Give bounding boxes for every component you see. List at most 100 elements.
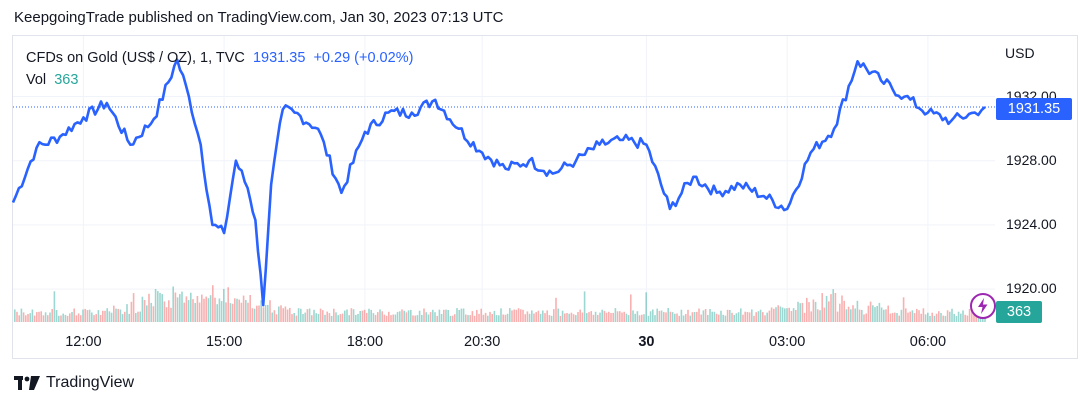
volume-bar (84, 308, 86, 322)
volume-bar (691, 312, 694, 322)
last-price-tag: 1931.35 (996, 98, 1072, 120)
volume-bar (258, 305, 260, 322)
x-tick-label: 18:00 (346, 334, 384, 350)
volume-bar (141, 296, 144, 322)
volume-bar (850, 309, 852, 322)
volume-bar (641, 314, 643, 322)
volume-bar (269, 300, 271, 322)
volume-bar (586, 313, 588, 322)
volume-bar (449, 315, 452, 322)
x-tick-label: 30 (638, 334, 655, 350)
volume-bar (352, 309, 355, 322)
volume-bar (337, 315, 339, 322)
volume-bar (403, 310, 405, 322)
volume-bar (95, 314, 97, 322)
volume-bar (498, 315, 500, 322)
volume-bar (137, 311, 139, 322)
volume-bar (484, 312, 487, 322)
chart-frame[interactable] (12, 35, 1078, 359)
volume-bar (40, 311, 42, 322)
volume-bar (86, 310, 89, 322)
volume-bar (401, 309, 403, 322)
volume-bar (845, 309, 848, 322)
volume-bar (425, 312, 427, 322)
tradingview-brand[interactable]: TradingView (14, 374, 134, 392)
volume-bar (234, 298, 236, 322)
volume-bar (812, 299, 815, 322)
price-value: 1931.35 (252, 50, 306, 66)
volume-bar (280, 305, 282, 322)
volume-bar (203, 298, 205, 322)
volume-bar (53, 291, 56, 322)
volume-bar (355, 314, 357, 322)
volume-bar (146, 305, 148, 322)
volume-bar (900, 309, 903, 322)
symbol-label[interactable]: CFDs on Gold (US$ / OZ), 1, TVC (26, 50, 245, 66)
volume-bar (341, 313, 344, 322)
volume-bar (159, 292, 161, 322)
volume-bar (27, 314, 29, 322)
volume-bar (924, 314, 927, 322)
volume-bar (161, 294, 163, 322)
volume-bar (548, 315, 551, 322)
volume-bar (768, 310, 771, 322)
volume-bar (168, 300, 170, 322)
volume-bar (515, 309, 518, 322)
volume-bar (201, 294, 203, 322)
volume-bar (495, 315, 498, 322)
volume-bar (390, 315, 392, 322)
volume-bar (542, 310, 544, 322)
volume-bar (432, 309, 434, 322)
volume-bar (172, 286, 174, 322)
volume-bar (150, 302, 152, 322)
volume-bar (135, 313, 137, 322)
volume-bar (194, 303, 196, 322)
volume-bar (163, 301, 166, 322)
volume-bar (566, 313, 568, 322)
volume-bar (55, 310, 58, 322)
volume-bar (874, 307, 876, 322)
volume-bar (625, 313, 628, 322)
volume-bar (764, 315, 766, 322)
x-tick-label: 06:00 (909, 334, 947, 350)
price-change: +0.29 (+0.02%) (313, 50, 414, 66)
volume-bar (720, 310, 722, 322)
volume-bar (865, 313, 867, 322)
volume-bar (682, 315, 685, 322)
y-tick-label: 1924.00 (1006, 215, 1057, 232)
volume-bar (115, 308, 117, 322)
volume-bar (394, 314, 397, 322)
volume-bar (737, 312, 740, 322)
volume-bar (58, 315, 60, 322)
published-caption: KeepgoingTrade published on TradingView.… (14, 9, 504, 26)
volume-bar (678, 315, 680, 322)
currency-label[interactable]: USD (1005, 45, 1035, 61)
volume-bar (170, 307, 172, 322)
volume-bar (632, 310, 634, 322)
volume-bar (810, 311, 812, 322)
volume-bar (590, 311, 592, 322)
volume-bar (940, 313, 942, 322)
volume-bar (520, 309, 522, 322)
volume-bar (643, 314, 645, 322)
volume-bar (236, 298, 238, 322)
lightning-icon[interactable] (970, 293, 996, 319)
volume-bar (953, 313, 955, 322)
volume-bar (792, 308, 795, 322)
volume-bar (139, 311, 141, 322)
volume-bar (724, 315, 727, 322)
volume-bar (49, 312, 51, 322)
volume-bar (374, 314, 377, 322)
volume-bar (588, 312, 590, 322)
volume-bar (559, 316, 562, 322)
grid (13, 36, 995, 322)
volume-bar (627, 315, 630, 322)
volume-bar (388, 311, 390, 322)
volume-bar (762, 312, 764, 322)
volume-bar (322, 310, 324, 322)
volume-label[interactable]: Vol (26, 72, 47, 88)
volume-bar (256, 305, 258, 322)
volume-bar (275, 314, 278, 322)
volume-bar (82, 309, 84, 322)
